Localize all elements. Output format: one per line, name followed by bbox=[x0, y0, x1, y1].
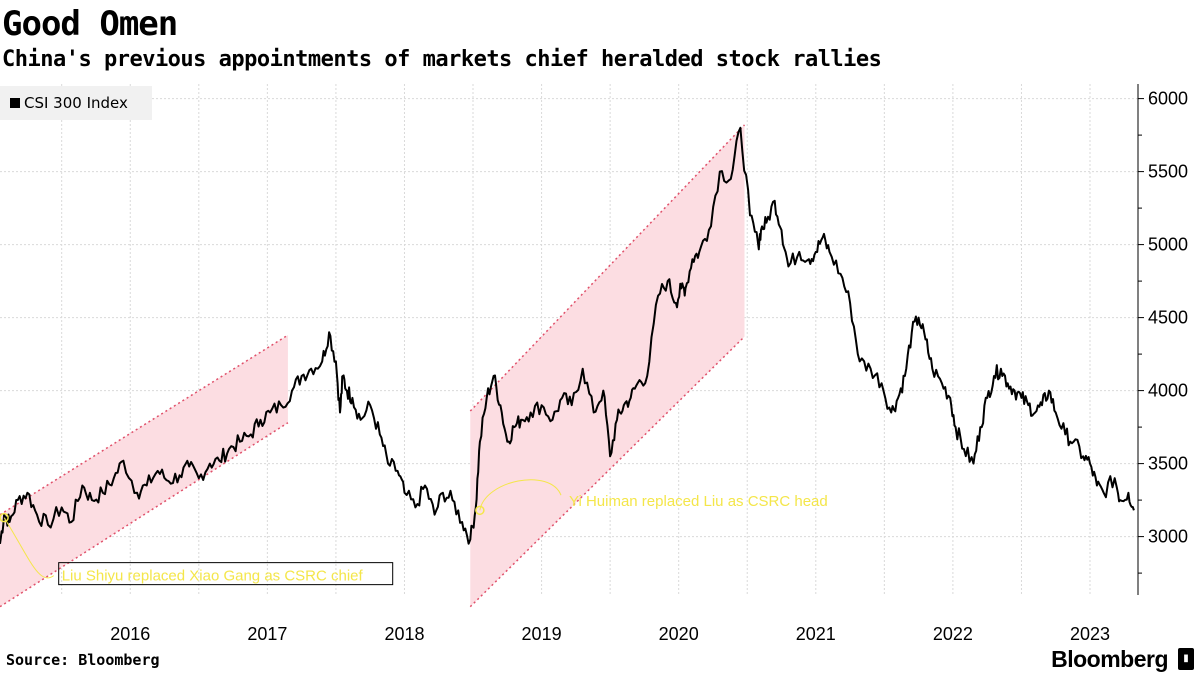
y-tick-label: 5000 bbox=[1148, 235, 1188, 255]
band-upper-edge bbox=[0, 334, 289, 516]
chart-subtitle: China's previous appointments of markets… bbox=[2, 47, 882, 72]
annotation-text: Liu Shiyu replaced Xiao Gang as CSRC chi… bbox=[62, 568, 364, 585]
x-tick-label: 2022 bbox=[933, 624, 973, 644]
axes: 3000 3500 4000 4500 5000 5500 6000 2016 2017 2018… bbox=[110, 84, 1188, 644]
x-tick-label: 2021 bbox=[796, 624, 836, 644]
annotations: Liu Shiyu replaced Xiao Gang as CSRC chi… bbox=[0, 479, 828, 586]
chart-title: Good Omen bbox=[2, 4, 178, 44]
band-lower-edge bbox=[0, 422, 289, 608]
x-tick-label: 2017 bbox=[247, 624, 287, 644]
highlight-band bbox=[470, 124, 745, 607]
x-tick-label: 2023 bbox=[1070, 624, 1110, 644]
band-lower-edge bbox=[469, 336, 746, 608]
x-tick-label: 2018 bbox=[384, 624, 424, 644]
series-line-csi-300 bbox=[0, 126, 1135, 545]
y-tick-label: 6000 bbox=[1148, 89, 1188, 109]
x-tick-label: 2016 bbox=[110, 624, 150, 644]
annotation-leader bbox=[3, 517, 54, 579]
y-tick-label: 5500 bbox=[1148, 162, 1188, 182]
annotation-leader bbox=[479, 479, 562, 511]
x-tick-label: 2019 bbox=[522, 624, 562, 644]
annotation-text: Yi Huiman replaced Liu as CSRC head bbox=[569, 493, 828, 510]
y-tick-label: 4000 bbox=[1148, 381, 1188, 401]
series-group bbox=[0, 126, 1135, 545]
annotation-box bbox=[58, 562, 394, 586]
brand-logo: Bloomberg bbox=[1051, 646, 1168, 672]
y-tick-label: 3000 bbox=[1148, 527, 1188, 547]
y-tick-label: 3500 bbox=[1148, 454, 1188, 474]
band-upper-edge bbox=[469, 124, 746, 412]
highlight-band bbox=[0, 335, 288, 607]
annotation-marker bbox=[0, 512, 9, 523]
legend-swatch bbox=[10, 98, 20, 108]
y-tick-label: 4500 bbox=[1148, 308, 1188, 328]
legend: CSI 300 Index bbox=[0, 86, 152, 120]
highlight-bands bbox=[0, 124, 746, 608]
annotation-marker bbox=[475, 505, 485, 516]
source-note: Source: Bloomberg bbox=[6, 651, 160, 669]
x-tick-label: 2020 bbox=[659, 624, 699, 644]
bloomberg-terminal-icon: ▮ bbox=[1178, 648, 1194, 670]
legend-label: CSI 300 Index bbox=[24, 94, 128, 112]
